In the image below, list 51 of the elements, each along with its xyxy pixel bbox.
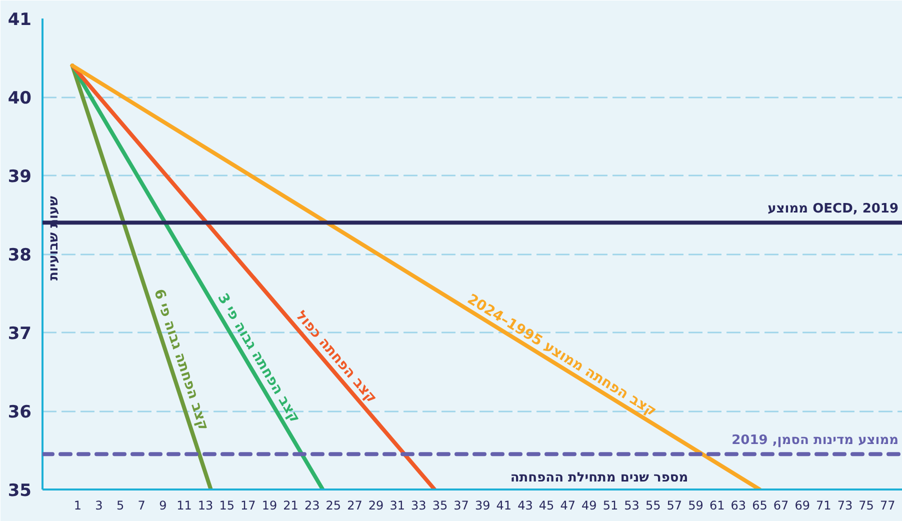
x-tick-label: 59 xyxy=(688,498,704,512)
x-tick-label: 19 xyxy=(262,498,278,512)
y-tick-label: 38 xyxy=(8,246,32,266)
x-tick-label: 25 xyxy=(326,498,342,512)
text: קצב הפחתה גבוה פי 6 xyxy=(150,287,212,432)
y-tick-label: 40 xyxy=(8,88,32,108)
x-tick-label: 21 xyxy=(283,498,298,512)
ref-line-label: ממוצע OECD, 2019 xyxy=(768,202,898,217)
x-tick-label: 11 xyxy=(176,498,192,512)
x-tick-label: 3 xyxy=(95,498,103,512)
x-tick-label: 37 xyxy=(454,498,469,512)
x-tick-label: 63 xyxy=(730,498,746,512)
x-tick-label: 15 xyxy=(219,498,235,512)
y-tick-label: 41 xyxy=(8,10,32,30)
x-tick-label: 69 xyxy=(794,498,810,512)
x-tick-label: 5 xyxy=(116,498,124,512)
x-tick-label: 39 xyxy=(474,498,490,512)
x-tick-label: 43 xyxy=(518,498,533,512)
x-tick-label: 27 xyxy=(347,498,362,512)
x-tick-label: 33 xyxy=(411,498,426,512)
x-tick-label: 55 xyxy=(645,498,661,512)
x-tick-label: 9 xyxy=(159,498,167,512)
x-tick-label: 77 xyxy=(880,498,896,512)
x-tick-label: 35 xyxy=(432,498,448,512)
x-tick-label: 7 xyxy=(138,498,146,512)
y-tick-label: 37 xyxy=(8,324,32,344)
x-tick-label: 23 xyxy=(304,498,320,512)
x-tick-label: 71 xyxy=(816,498,832,512)
text: קצב הפחתה כפול xyxy=(292,308,380,406)
x-tick-label: 61 xyxy=(709,498,725,512)
y-tick-label: 39 xyxy=(8,167,32,187)
x-tick-label: 31 xyxy=(390,498,406,512)
x-tick-label: 73 xyxy=(837,498,853,512)
x-tick-label: 17 xyxy=(240,498,256,512)
x-tick-label: 75 xyxy=(858,498,874,512)
ref-line-label: ממוצע מדינות הסמן, 2019 xyxy=(732,433,899,448)
x-tick-label: 53 xyxy=(624,498,640,512)
x-tick-label: 57 xyxy=(666,498,682,512)
y-tick-label: 36 xyxy=(8,402,32,422)
x-tick-label: 51 xyxy=(602,498,618,512)
text: קצב הפחתה ממוצע 1995–2024 xyxy=(464,291,659,420)
x-tick-label: 65 xyxy=(752,498,768,512)
x-tick-label: 47 xyxy=(560,498,576,512)
x-tick-label: 13 xyxy=(198,498,214,512)
x-axis-title: מספר שנים מתחילת ההפחתה xyxy=(510,470,688,486)
x-tick-label: 1 xyxy=(74,498,82,512)
x-tick-label: 67 xyxy=(773,498,789,512)
x-tick-label: 49 xyxy=(582,498,597,512)
x-tick-label: 41 xyxy=(496,498,512,512)
x-tick-label: 45 xyxy=(538,498,554,512)
x-tick-label: 29 xyxy=(368,498,384,512)
